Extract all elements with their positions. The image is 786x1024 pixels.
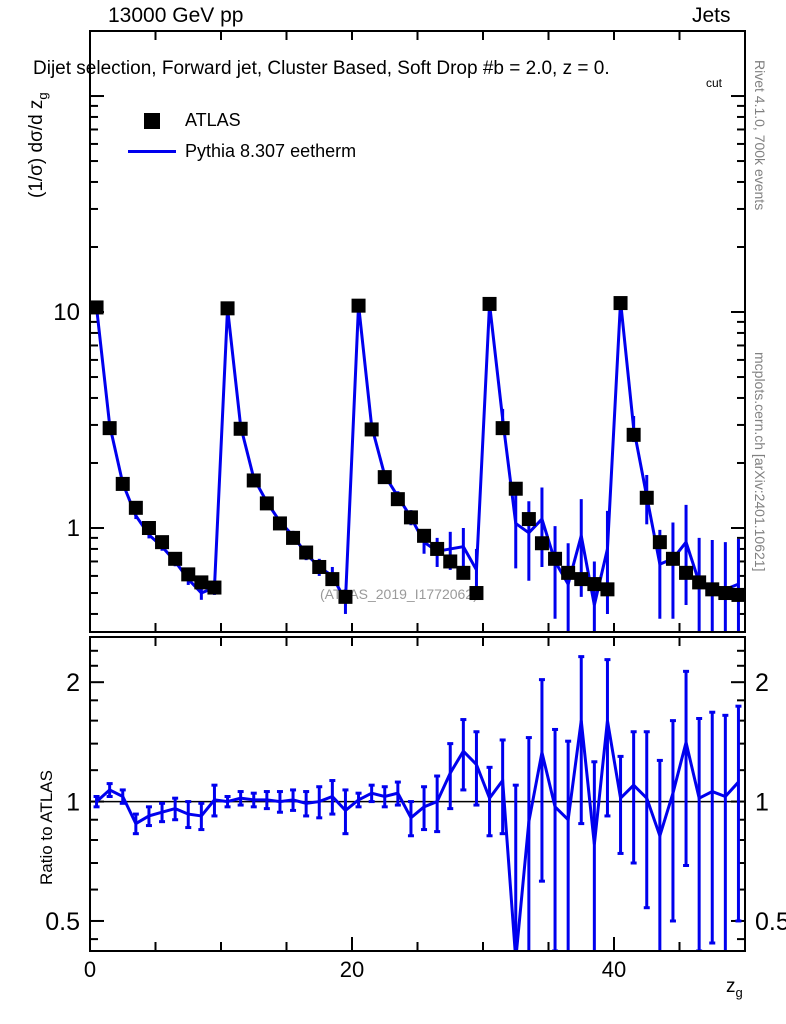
x-axis-label: zg: [726, 976, 743, 1000]
atlas-marker: [705, 582, 720, 597]
atlas-marker: [338, 589, 353, 604]
atlas-marker: [181, 567, 196, 582]
atlas-marker: [377, 470, 392, 485]
header-left: 13000 GeV pp: [108, 4, 244, 27]
ratio-line: [95, 720, 740, 950]
atlas-marker: [679, 565, 694, 580]
atlas-marker: [718, 586, 733, 601]
atlas-marker: [403, 510, 418, 525]
atlas-marker: [128, 500, 143, 515]
ratio-data-group: [93, 655, 742, 950]
y-tick-label-ratio-right: 2: [755, 669, 769, 697]
atlas-marker: [351, 298, 366, 313]
watermark-dataset: (ATLAS_2019_I1772062): [320, 586, 478, 602]
atlas-marker: [469, 586, 484, 601]
x-tick-label: 20: [340, 957, 364, 982]
atlas-marker: [521, 512, 536, 527]
y-tick-label-ratio-right: 1: [755, 789, 769, 817]
atlas-marker: [364, 422, 379, 437]
main-data-group: [91, 296, 744, 631]
y-tick-label-ratio-left: 2: [66, 669, 80, 697]
atlas-marker: [141, 521, 156, 536]
atlas-marker: [168, 551, 183, 566]
atlas-marker: [561, 565, 576, 580]
plot-title: Dijet selection, Forward jet, Cluster Ba…: [33, 58, 610, 79]
atlas-marker: [233, 421, 248, 436]
y-tick-label-main: 10: [53, 299, 80, 326]
y-tick-label-ratio-left: 0.5: [45, 908, 80, 936]
atlas-marker: [626, 427, 641, 442]
y-tick-label-ratio-right: 0.5: [755, 908, 786, 936]
atlas-marker: [207, 580, 222, 595]
atlas-marker: [482, 296, 497, 311]
atlas-marker: [652, 535, 667, 550]
atlas-marker: [286, 530, 301, 545]
atlas-marker: [325, 572, 340, 587]
plot-title-subscript: cut: [706, 76, 723, 90]
x-axis-label-sub: g: [735, 984, 743, 1000]
atlas-marker: [155, 535, 170, 550]
atlas-marker: [574, 572, 589, 587]
atlas-marker: [390, 492, 405, 507]
atlas-marker: [417, 528, 432, 543]
atlas-marker: [220, 301, 235, 316]
atlas-marker: [613, 296, 628, 311]
atlas-marker: [692, 575, 707, 590]
atlas-marker: [456, 565, 471, 580]
atlas-marker: [731, 587, 744, 602]
atlas-marker: [443, 554, 458, 569]
pythia-line: [95, 301, 740, 607]
atlas-marker: [259, 496, 274, 511]
x-axis-label-text: z: [726, 976, 736, 997]
atlas-marker: [665, 551, 680, 566]
atlas-marker: [600, 582, 615, 597]
atlas-marker: [430, 541, 445, 556]
atlas-marker: [102, 421, 117, 436]
legend-label-atlas: ATLAS: [185, 110, 241, 130]
atlas-marker: [272, 516, 287, 531]
x-tick-label: 40: [602, 957, 626, 982]
atlas-marker: [115, 476, 130, 491]
atlas-marker: [91, 300, 104, 315]
legend-marker-atlas: [144, 113, 160, 129]
atlas-marker: [508, 481, 523, 496]
atlas-marker: [534, 536, 549, 551]
atlas-marker: [587, 577, 602, 592]
y-tick-label-main: 1: [67, 515, 80, 542]
atlas-marker: [299, 545, 314, 560]
atlas-marker: [246, 473, 261, 488]
x-tick-label: 0: [84, 957, 96, 982]
legend-label-pythia: Pythia 8.307 eetherm: [185, 141, 357, 161]
atlas-marker: [194, 575, 209, 590]
legend-marker-pythia: [128, 150, 176, 153]
atlas-marker: [639, 490, 654, 505]
header-right: Jets: [692, 4, 731, 27]
atlas-marker: [548, 551, 563, 566]
atlas-marker: [312, 559, 327, 574]
atlas-marker: [495, 421, 510, 436]
y-tick-label-ratio-left: 1: [66, 789, 80, 817]
